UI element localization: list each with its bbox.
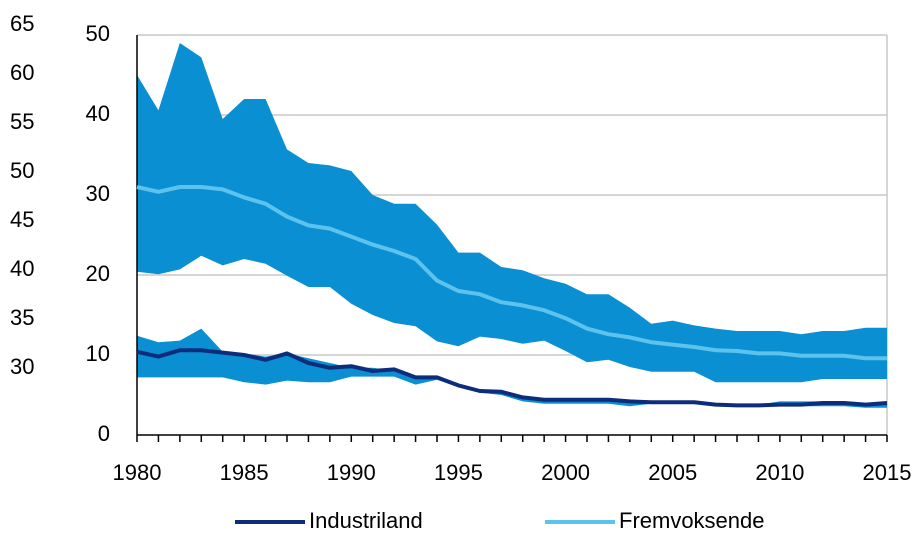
legend-label: Industriland [309, 508, 423, 533]
y-tick-label: 0 [98, 421, 110, 446]
legend-label: Fremvoksende [619, 508, 765, 533]
x-tick-label: 1980 [113, 460, 162, 485]
y2-tick-label: 40 [10, 256, 34, 281]
series-line [136, 348, 888, 408]
y-tick-label: 20 [86, 261, 110, 286]
y-tick-label: 40 [86, 101, 110, 126]
y2-tick-label: 65 [10, 11, 34, 36]
y2-tick-label: 30 [10, 354, 34, 379]
y2-tick-label: 50 [10, 158, 34, 183]
range-band [137, 43, 887, 383]
x-tick-label: 2010 [755, 460, 804, 485]
x-tick-label: 2015 [863, 460, 912, 485]
y-tick-label: 50 [86, 21, 110, 46]
y-tick-label: 30 [86, 181, 110, 206]
x-tick-label: 2000 [541, 460, 590, 485]
y2-tick-label: 60 [10, 60, 34, 85]
x-tick-label: 1995 [434, 460, 483, 485]
x-tick-label: 1990 [327, 460, 376, 485]
series-line [136, 185, 887, 361]
x-tick-label: 1985 [220, 460, 269, 485]
y-tick-label: 10 [86, 341, 110, 366]
y2-tick-label: 45 [10, 207, 34, 232]
y2-tick-label: 35 [10, 305, 34, 330]
x-tick-label: 2005 [648, 460, 697, 485]
y2-tick-label: 55 [10, 109, 34, 134]
range-band [137, 328, 887, 408]
